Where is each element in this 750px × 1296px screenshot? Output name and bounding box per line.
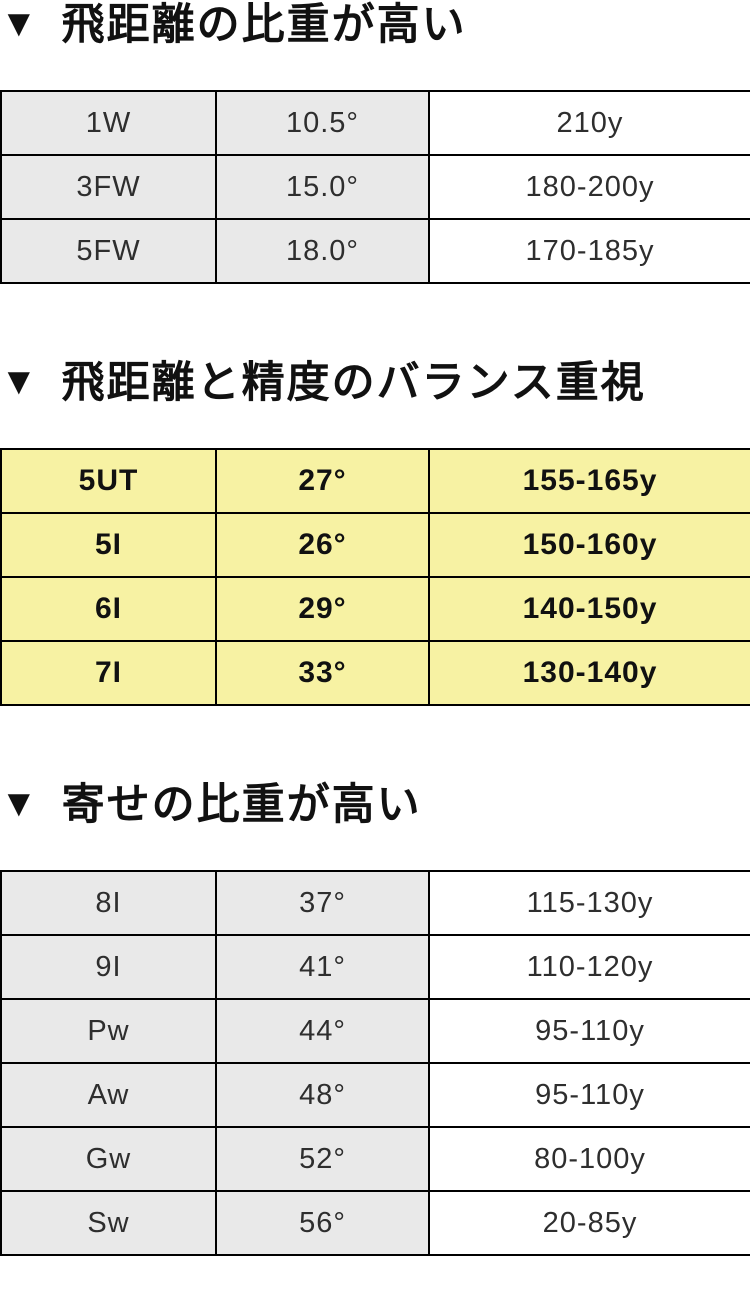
table-row: 9I 41° 110-120y <box>0 934 750 1000</box>
table-row: Sw 56° 20-85y <box>0 1190 750 1256</box>
triangle-down-icon: ▼ <box>0 783 40 825</box>
section-title: ▼ 寄せの比重が高い <box>0 780 750 830</box>
club-cell: 9I <box>0 934 217 1000</box>
loft-cell: 18.0° <box>215 218 430 284</box>
distance-cell: 210y <box>428 90 750 156</box>
table-row: 7I 33° 130-140y <box>0 640 750 706</box>
club-table-body: 1W 10.5° 210y 3FW 15.0° 180-200y 5FW 18.0° 170-1… <box>0 90 750 284</box>
distance-cell: 95-110y <box>428 998 750 1064</box>
loft-cell: 33° <box>215 640 430 706</box>
golf-club-distance-chart: ▼ 飛距離の比重が高い 1W 10.5° 210y 3FW 15.0° 180-200y 5… <box>0 0 750 1256</box>
club-cell: Gw <box>0 1126 217 1192</box>
table-row: Pw 44° 95-110y <box>0 998 750 1064</box>
distance-cell: 155-165y <box>428 448 750 514</box>
loft-cell: 27° <box>215 448 430 514</box>
table-row: 5UT 27° 155-165y <box>0 448 750 514</box>
loft-cell: 10.5° <box>215 90 430 156</box>
table-row: 5FW 18.0° 170-185y <box>0 218 750 284</box>
table-row: 3FW 15.0° 180-200y <box>0 154 750 220</box>
distance-cell: 95-110y <box>428 1062 750 1128</box>
triangle-down-icon: ▼ <box>0 3 40 45</box>
loft-cell: 44° <box>215 998 430 1064</box>
club-cell: 5FW <box>0 218 217 284</box>
distance-cell: 130-140y <box>428 640 750 706</box>
distance-cell: 170-185y <box>428 218 750 284</box>
table-row: 5I 26° 150-160y <box>0 512 750 578</box>
club-table-short-irons-wedges: 8I 37° 115-130y 9I 41° 110-120y Pw 44° 95-110y Aw… <box>0 870 750 1256</box>
section-title-text: 飛距離の比重が高い <box>61 1 467 49</box>
section-title: ▼ 飛距離の比重が高い <box>0 0 750 50</box>
section-title-text: 飛距離と精度のバランス重視 <box>61 359 646 407</box>
distance-cell: 150-160y <box>428 512 750 578</box>
club-cell: 6I <box>0 576 217 642</box>
club-cell: 1W <box>0 90 217 156</box>
loft-cell: 37° <box>215 870 430 936</box>
club-table-body: 5UT 27° 155-165y 5I 26° 150-160y 6I 29° 140-150y… <box>0 448 750 706</box>
club-table-mid-irons: 5UT 27° 155-165y 5I 26° 150-160y 6I 29° 140-150y… <box>0 448 750 706</box>
distance-cell: 115-130y <box>428 870 750 936</box>
triangle-down-icon: ▼ <box>0 361 40 403</box>
table-row: Gw 52° 80-100y <box>0 1126 750 1192</box>
loft-cell: 15.0° <box>215 154 430 220</box>
club-table-body: 8I 37° 115-130y 9I 41° 110-120y Pw 44° 95-110y Aw… <box>0 870 750 1256</box>
table-row: 1W 10.5° 210y <box>0 90 750 156</box>
table-row: 6I 29° 140-150y <box>0 576 750 642</box>
club-cell: 7I <box>0 640 217 706</box>
loft-cell: 56° <box>215 1190 430 1256</box>
club-cell: 8I <box>0 870 217 936</box>
club-table-woods: 1W 10.5° 210y 3FW 15.0° 180-200y 5FW 18.0° 170-1… <box>0 90 750 284</box>
club-cell: Pw <box>0 998 217 1064</box>
loft-cell: 26° <box>215 512 430 578</box>
club-cell: Sw <box>0 1190 217 1256</box>
table-row: Aw 48° 95-110y <box>0 1062 750 1128</box>
club-cell: 3FW <box>0 154 217 220</box>
loft-cell: 48° <box>215 1062 430 1128</box>
loft-cell: 29° <box>215 576 430 642</box>
section-approach-priority: ▼ 寄せの比重が高い 8I 37° 115-130y 9I 41° 110-120y Pw 4… <box>0 780 750 1256</box>
loft-cell: 41° <box>215 934 430 1000</box>
table-row: 8I 37° 115-130y <box>0 870 750 936</box>
section-distance-priority: ▼ 飛距離の比重が高い 1W 10.5° 210y 3FW 15.0° 180-200y 5… <box>0 0 750 284</box>
club-cell: 5UT <box>0 448 217 514</box>
section-balance-priority: ▼ 飛距離と精度のバランス重視 5UT 27° 155-165y 5I 26° 150-1… <box>0 358 750 706</box>
section-title: ▼ 飛距離と精度のバランス重視 <box>0 358 750 408</box>
section-title-text: 寄せの比重が高い <box>61 781 422 829</box>
club-cell: Aw <box>0 1062 217 1128</box>
distance-cell: 110-120y <box>428 934 750 1000</box>
distance-cell: 80-100y <box>428 1126 750 1192</box>
distance-cell: 140-150y <box>428 576 750 642</box>
distance-cell: 20-85y <box>428 1190 750 1256</box>
loft-cell: 52° <box>215 1126 430 1192</box>
club-cell: 5I <box>0 512 217 578</box>
distance-cell: 180-200y <box>428 154 750 220</box>
